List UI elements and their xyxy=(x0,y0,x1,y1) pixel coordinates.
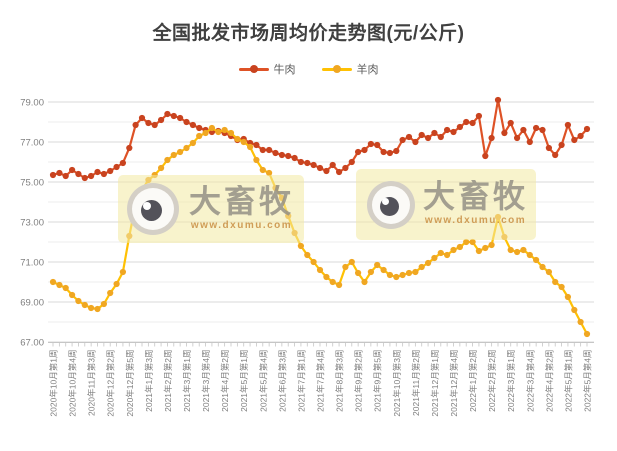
watermark-text-block: 大畜牧 www.dxumu.com xyxy=(179,185,304,231)
svg-text:2020年12月第2周: 2020年12月第2周 xyxy=(106,350,116,417)
watermark-text-block: 大畜牧 www.dxumu.com xyxy=(415,180,536,226)
svg-text:2020年11月第3周: 2020年11月第3周 xyxy=(87,350,97,416)
svg-text:69.00: 69.00 xyxy=(20,298,44,309)
y-axis-labels: 67.00 69.00 71.00 73.00 75.00 77.00 79.00 xyxy=(20,98,44,349)
mutton-marker-dot xyxy=(332,65,341,73)
beef-line-swatch xyxy=(238,65,269,73)
watermark-left: 大畜牧 www.dxumu.com xyxy=(118,175,304,243)
svg-text:2022年5月第1周: 2022年5月第1周 xyxy=(563,350,573,412)
beef-marker-dot xyxy=(249,65,258,73)
svg-text:2020年10月第1周: 2020年10月第1周 xyxy=(49,350,59,417)
chart-title: 全国批发市场周均价走势图(元/公斤) xyxy=(152,23,465,44)
svg-text:2021年3月第4周: 2021年3月第4周 xyxy=(201,350,211,412)
dxumu-eye-logo-icon xyxy=(367,180,415,229)
svg-text:2021年7月第4周: 2021年7月第4周 xyxy=(316,350,326,412)
svg-text:2020年10月第4周: 2020年10月第4周 xyxy=(68,350,78,417)
svg-text:75.00: 75.00 xyxy=(20,178,44,189)
watermark-url: www.dxumu.com xyxy=(424,215,527,226)
svg-text:2020年12月第5周: 2020年12月第5周 xyxy=(125,350,135,417)
svg-text:2021年10月第3周: 2021年10月第3周 xyxy=(392,350,402,417)
svg-text:2022年2月第2周: 2022年2月第2周 xyxy=(487,349,497,411)
legend-label-mutton: 羊肉 xyxy=(356,64,379,76)
svg-text:2021年12月第4周: 2021年12月第4周 xyxy=(449,350,459,417)
watermark-brand: 大畜牧 xyxy=(188,184,294,219)
series-beef xyxy=(49,96,591,182)
x-axis-labels: 2020年10月第1周 2020年10月第4周 2020年11月第3周 2020年12… xyxy=(49,349,593,416)
legend-item-beef[interactable]: 牛肉 xyxy=(238,61,296,77)
watermark-url: www.dxumu.com xyxy=(190,219,293,231)
svg-text:2021年7月第1周: 2021年7月第1周 xyxy=(296,350,306,412)
svg-text:2022年1月第2周: 2022年1月第2周 xyxy=(468,349,478,411)
eye-glint xyxy=(143,201,152,210)
svg-text:2022年4月第2周: 2022年4月第2周 xyxy=(544,350,554,412)
chart-legend: 牛肉 羊肉 xyxy=(0,61,617,77)
svg-text:2021年2月第2周: 2021年2月第2周 xyxy=(163,350,173,412)
svg-text:2022年5月第4周: 2022年5月第4周 xyxy=(583,350,593,412)
eye-glint xyxy=(382,198,390,206)
svg-text:79.00: 79.00 xyxy=(20,98,44,109)
svg-text:2021年4月第2周: 2021年4月第2周 xyxy=(220,350,230,412)
svg-text:2021年5月第1周: 2021年5月第1周 xyxy=(239,350,249,412)
svg-text:2022年3月第1周: 2022年3月第1周 xyxy=(506,350,516,412)
x-axis xyxy=(48,342,594,347)
svg-text:73.00: 73.00 xyxy=(20,218,44,229)
svg-text:2021年9月第2周: 2021年9月第2周 xyxy=(354,350,364,412)
svg-text:2022年3月第4周: 2022年3月第4周 xyxy=(525,350,535,412)
svg-text:2021年8月第3周: 2021年8月第3周 xyxy=(335,350,345,412)
legend-label-beef: 牛肉 xyxy=(273,64,296,76)
svg-text:2021年12月第1周: 2021年12月第1周 xyxy=(430,350,440,417)
watermark-right: 大畜牧 www.dxumu.com xyxy=(356,169,536,240)
legend-item-mutton[interactable]: 羊肉 xyxy=(321,61,379,77)
svg-text:2021年5月第4周: 2021年5月第4周 xyxy=(258,350,268,412)
svg-text:67.00: 67.00 xyxy=(20,338,44,349)
svg-text:2021年9月第5周: 2021年9月第5周 xyxy=(373,350,383,412)
mutton-line-swatch xyxy=(321,65,352,73)
svg-text:2021年1月第3周: 2021年1月第3周 xyxy=(144,350,154,412)
svg-text:71.00: 71.00 xyxy=(20,258,44,269)
svg-text:77.00: 77.00 xyxy=(20,138,44,149)
svg-text:2021年3月第1周: 2021年3月第1周 xyxy=(182,350,192,412)
svg-text:2021年6月第3周: 2021年6月第3周 xyxy=(277,350,287,412)
svg-text:2021年11月第2周: 2021年11月第2周 xyxy=(411,350,421,416)
dxumu-eye-logo-icon xyxy=(127,183,179,235)
watermark-brand: 大畜牧 xyxy=(422,180,528,214)
